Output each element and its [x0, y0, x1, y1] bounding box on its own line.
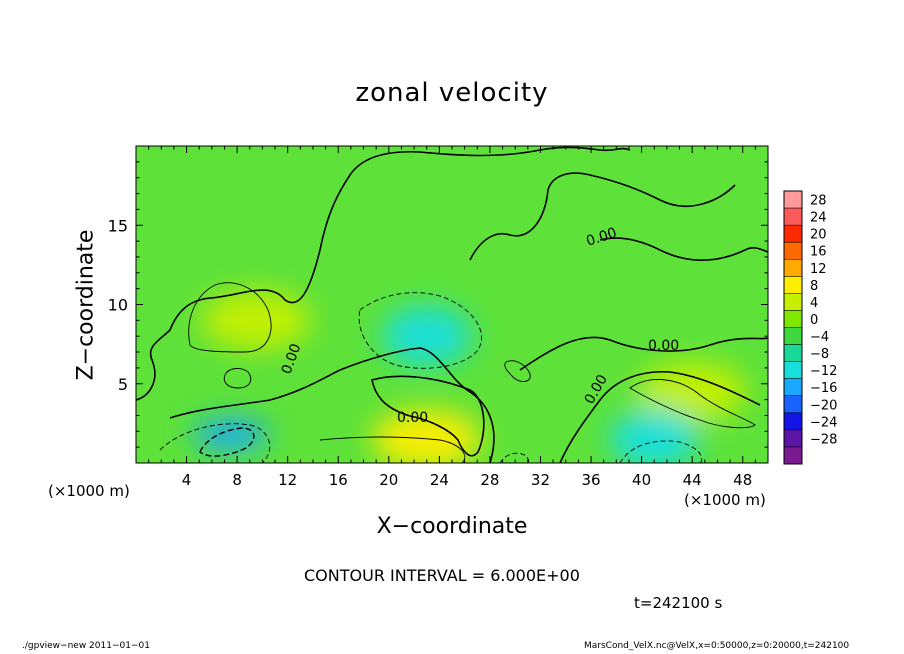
contour-interval: CONTOUR INTERVAL = 6.000E+00 [304, 566, 580, 585]
y-tick-label: 5 [118, 375, 128, 394]
x-axis: 4 8 12 16 20 24 28 32 36 40 44 48 [148, 146, 756, 489]
zero-contour [599, 237, 768, 261]
colorbar-label: −28 [810, 432, 837, 447]
x-tick-label: 12 [278, 471, 297, 489]
x-tick-label: 44 [683, 471, 702, 489]
colorbar-segment [784, 327, 802, 346]
positive-contour [504, 360, 531, 382]
positive-contour [629, 379, 756, 429]
x-tick-label: 20 [379, 471, 398, 489]
time-label: t=242100 s [634, 594, 723, 612]
field-anomalies [192, 290, 748, 463]
negative-contour [199, 427, 255, 457]
negative-anomaly [381, 306, 472, 367]
positive-contour [188, 282, 272, 353]
colorbar-segment [784, 361, 802, 380]
colorbar-segment [784, 225, 802, 243]
colorbar-label: 0 [810, 313, 818, 328]
y-axis-label: Z−coordinate [73, 229, 99, 381]
positive-anomaly [201, 290, 312, 351]
zero-contour [559, 370, 761, 463]
colorbar-label: 24 [810, 211, 827, 226]
colorbar-segment [784, 395, 802, 414]
colorbar-segment [784, 191, 802, 209]
contour-label: 0.00 [648, 338, 679, 354]
x-tick-label: 32 [531, 471, 550, 489]
colorbar-segment [784, 429, 802, 448]
colorbar-segment [784, 310, 802, 328]
x-axis-unit-right: (×1000 m) [684, 491, 766, 509]
colorbar-label: −8 [810, 347, 829, 362]
colorbar-segment [784, 293, 802, 311]
colorbar-label: 12 [810, 262, 827, 277]
x-tick-label: 40 [632, 471, 651, 489]
colorbar-segment [784, 259, 802, 277]
colorbar-label: 8 [810, 279, 818, 294]
colorbar-label: 20 [810, 228, 827, 243]
positive-contour [223, 368, 252, 389]
colorbar-segment [784, 208, 802, 226]
y-tick-label: 15 [108, 216, 128, 235]
negative-contour [159, 423, 271, 463]
x-tick-label: 48 [733, 471, 752, 489]
chart-title: zonal velocity [355, 78, 549, 108]
x-tick-label: 8 [232, 471, 242, 489]
negative-contour [619, 440, 703, 463]
x-tick-label: 16 [329, 471, 348, 489]
footer-source: MarsCond_VelX.nc@VelX,x=0:50000,z=0:2000… [584, 641, 850, 651]
negative-anomaly [192, 418, 269, 451]
x-tick-label: 24 [430, 471, 449, 489]
x-axis-unit-left: (×1000 m) [48, 482, 130, 500]
colorbar-label: −16 [810, 381, 837, 396]
y-axis: 5 10 15 [108, 161, 768, 448]
footer-program: ./gpview−new 2011−01−01 [22, 641, 150, 651]
y-tick-label: 10 [108, 296, 128, 315]
colorbar-label: 28 [810, 194, 827, 209]
negative-anomaly [609, 409, 700, 463]
colorbar-label: −12 [810, 364, 837, 379]
colorbar-label: −4 [810, 330, 829, 345]
colorbar-segment [784, 446, 802, 465]
contour-label: 0.00 [397, 410, 428, 426]
plot-area [136, 146, 768, 463]
zero-contour [371, 375, 485, 457]
colorbar-segment [784, 242, 802, 260]
positive-contour [319, 436, 466, 463]
colorbar-segment [784, 344, 802, 363]
colorbar-label: −20 [810, 398, 837, 413]
contour-lines [136, 146, 768, 463]
zero-contour [469, 172, 736, 261]
colorbar-segment [784, 276, 802, 294]
negative-contour [358, 292, 482, 369]
zero-contour [519, 336, 768, 371]
colorbar-segment [784, 412, 802, 431]
x-tick-label: 36 [581, 471, 600, 489]
x-axis-label: X−coordinate [376, 514, 528, 539]
positive-anomaly [371, 409, 482, 463]
x-tick-label: 4 [182, 471, 192, 489]
x-tick-label: 28 [480, 471, 499, 489]
colorbar-label: 16 [810, 245, 827, 260]
colorbar-label: −24 [810, 415, 837, 430]
colorbar-segment [784, 378, 802, 397]
colorbar: 28 24 20 16 12 8 4 0 −4 −8 −12 −16 −20 −24 −28 [783, 190, 837, 465]
zero-contour [136, 146, 631, 401]
colorbar-label: 4 [810, 296, 818, 311]
